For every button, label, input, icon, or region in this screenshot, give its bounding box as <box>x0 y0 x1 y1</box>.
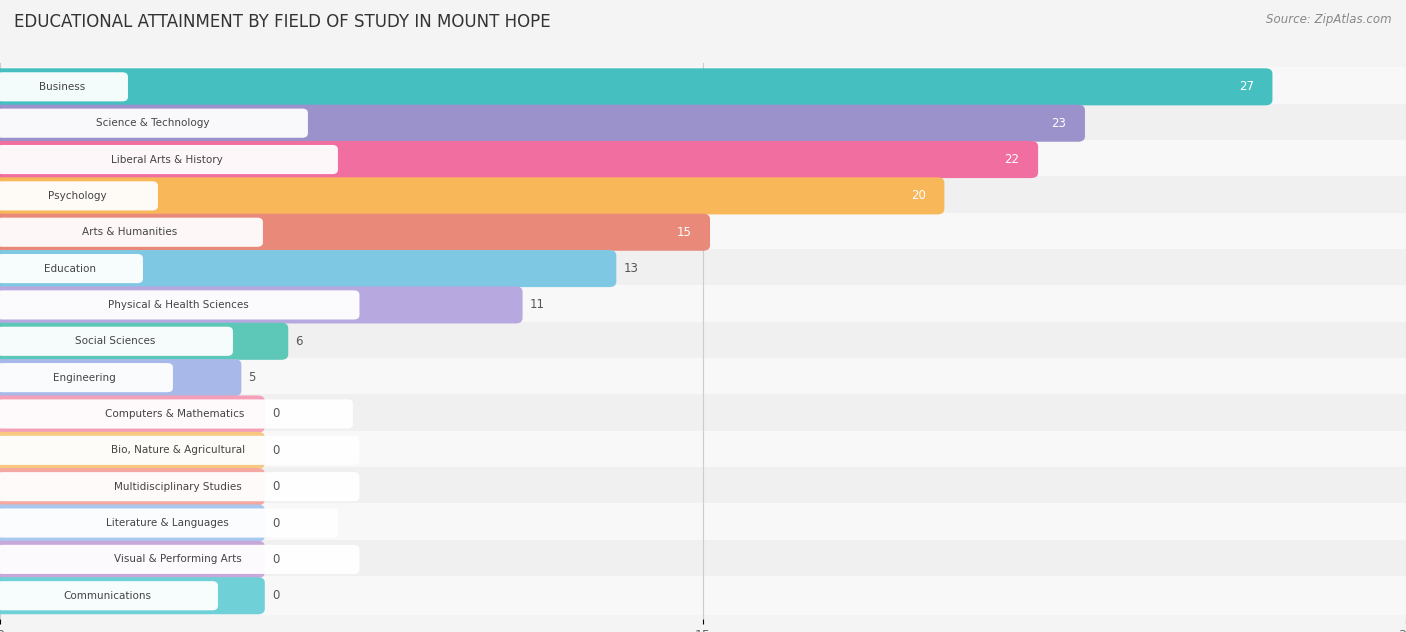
Circle shape <box>0 477 13 497</box>
FancyBboxPatch shape <box>0 250 616 287</box>
Circle shape <box>0 295 13 315</box>
FancyBboxPatch shape <box>0 432 264 469</box>
Text: Business: Business <box>39 82 86 92</box>
Circle shape <box>0 367 13 388</box>
Circle shape <box>0 549 13 569</box>
FancyBboxPatch shape <box>0 254 143 283</box>
FancyBboxPatch shape <box>0 285 1406 325</box>
Text: Literature & Languages: Literature & Languages <box>105 518 229 528</box>
Circle shape <box>0 258 13 279</box>
Circle shape <box>0 149 13 170</box>
FancyBboxPatch shape <box>0 105 1085 142</box>
Circle shape <box>0 222 13 243</box>
FancyBboxPatch shape <box>0 176 1406 216</box>
FancyBboxPatch shape <box>0 472 360 501</box>
Text: 11: 11 <box>530 298 544 312</box>
Circle shape <box>0 404 13 424</box>
Text: Communications: Communications <box>63 591 152 601</box>
FancyBboxPatch shape <box>0 541 264 578</box>
FancyBboxPatch shape <box>0 322 1406 361</box>
Text: Education: Education <box>44 264 96 274</box>
FancyBboxPatch shape <box>0 214 710 251</box>
Text: Bio, Nature & Agricultural: Bio, Nature & Agricultural <box>111 446 245 455</box>
FancyBboxPatch shape <box>0 581 218 611</box>
FancyBboxPatch shape <box>0 178 945 214</box>
FancyBboxPatch shape <box>0 109 308 138</box>
FancyBboxPatch shape <box>0 504 264 542</box>
FancyBboxPatch shape <box>0 359 242 396</box>
Circle shape <box>0 586 13 606</box>
Text: Liberal Arts & History: Liberal Arts & History <box>111 155 224 164</box>
FancyBboxPatch shape <box>0 577 264 614</box>
Text: Science & Technology: Science & Technology <box>96 118 209 128</box>
Text: 27: 27 <box>1239 80 1254 94</box>
FancyBboxPatch shape <box>0 545 360 574</box>
Text: EDUCATIONAL ATTAINMENT BY FIELD OF STUDY IN MOUNT HOPE: EDUCATIONAL ATTAINMENT BY FIELD OF STUDY… <box>14 13 551 30</box>
FancyBboxPatch shape <box>0 394 1406 434</box>
Text: Arts & Humanities: Arts & Humanities <box>82 228 177 237</box>
FancyBboxPatch shape <box>0 323 288 360</box>
Text: 5: 5 <box>249 371 256 384</box>
Circle shape <box>0 440 13 461</box>
FancyBboxPatch shape <box>0 290 360 320</box>
Circle shape <box>0 76 13 97</box>
Text: 0: 0 <box>271 480 280 493</box>
Text: Psychology: Psychology <box>48 191 107 201</box>
Circle shape <box>0 513 13 533</box>
Text: Physical & Health Sciences: Physical & Health Sciences <box>108 300 249 310</box>
FancyBboxPatch shape <box>0 104 1406 143</box>
Text: 20: 20 <box>911 190 925 202</box>
FancyBboxPatch shape <box>0 327 233 356</box>
FancyBboxPatch shape <box>0 145 337 174</box>
Text: 15: 15 <box>676 226 692 239</box>
Circle shape <box>0 331 13 351</box>
FancyBboxPatch shape <box>0 468 264 505</box>
Text: 6: 6 <box>295 335 302 348</box>
FancyBboxPatch shape <box>0 217 263 247</box>
FancyBboxPatch shape <box>0 140 1406 179</box>
Circle shape <box>0 186 13 206</box>
FancyBboxPatch shape <box>0 576 1406 616</box>
FancyBboxPatch shape <box>0 212 1406 252</box>
FancyBboxPatch shape <box>0 72 128 101</box>
Text: 22: 22 <box>1004 153 1019 166</box>
Text: 0: 0 <box>271 516 280 530</box>
Text: Multidisciplinary Studies: Multidisciplinary Studies <box>114 482 242 492</box>
FancyBboxPatch shape <box>0 68 1272 106</box>
FancyBboxPatch shape <box>0 358 1406 398</box>
Text: Source: ZipAtlas.com: Source: ZipAtlas.com <box>1267 13 1392 26</box>
Text: Computers & Mathematics: Computers & Mathematics <box>105 409 245 419</box>
Text: Engineering: Engineering <box>53 373 117 382</box>
FancyBboxPatch shape <box>0 467 1406 506</box>
Text: 0: 0 <box>271 444 280 457</box>
FancyBboxPatch shape <box>0 141 1038 178</box>
FancyBboxPatch shape <box>0 67 1406 106</box>
FancyBboxPatch shape <box>0 396 264 432</box>
Text: 0: 0 <box>271 553 280 566</box>
FancyBboxPatch shape <box>0 509 337 538</box>
FancyBboxPatch shape <box>0 399 353 428</box>
FancyBboxPatch shape <box>0 504 1406 543</box>
Text: 0: 0 <box>271 408 280 420</box>
Text: 0: 0 <box>271 589 280 602</box>
FancyBboxPatch shape <box>0 181 157 210</box>
FancyBboxPatch shape <box>0 249 1406 288</box>
FancyBboxPatch shape <box>0 435 360 465</box>
Text: Social Sciences: Social Sciences <box>75 336 155 346</box>
Circle shape <box>0 113 13 133</box>
FancyBboxPatch shape <box>0 540 1406 579</box>
FancyBboxPatch shape <box>0 363 173 392</box>
Text: 13: 13 <box>623 262 638 275</box>
Text: Visual & Performing Arts: Visual & Performing Arts <box>114 554 242 564</box>
FancyBboxPatch shape <box>0 286 523 324</box>
Text: 23: 23 <box>1052 117 1066 130</box>
FancyBboxPatch shape <box>0 430 1406 470</box>
